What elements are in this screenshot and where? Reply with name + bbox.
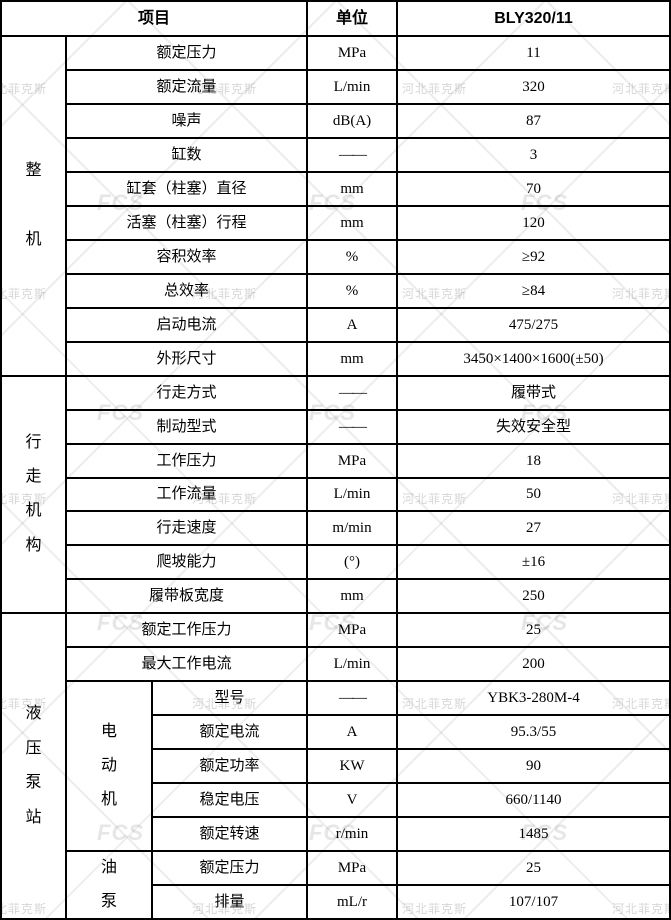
item-cell: 行走方式 (67, 376, 308, 411)
value-cell: 27 (398, 512, 671, 547)
item-cell: 制动型式 (67, 410, 308, 445)
unit-cell: —— (308, 682, 398, 717)
unit-cell: MPa (308, 614, 398, 649)
value-cell: YBK3-280M-4 (398, 682, 671, 717)
item-cell: 排量 (153, 886, 308, 920)
value-cell: 250 (398, 580, 671, 615)
unit-cell: V (308, 784, 398, 819)
value-cell: 660/1140 (398, 784, 671, 819)
value-cell: 3 (398, 138, 671, 173)
value-cell: 失效安全型 (398, 410, 671, 445)
item-cell: 稳定电压 (153, 784, 308, 819)
unit-cell: mm (308, 206, 398, 241)
item-cell: 履带板宽度 (67, 580, 308, 615)
value-cell: 107/107 (398, 886, 671, 920)
subgroup-electric-motor-label: 电动机 (100, 722, 117, 809)
item-cell: 总效率 (67, 274, 308, 309)
value-cell: 25 (398, 614, 671, 649)
unit-cell: L/min (308, 70, 398, 105)
group-travel-mechanism: 行走机构 (2, 376, 67, 615)
item-cell: 额定压力 (153, 852, 308, 887)
item-cell: 启动电流 (67, 308, 308, 343)
unit-cell: KW (308, 750, 398, 785)
value-cell: 120 (398, 206, 671, 241)
unit-cell: A (308, 308, 398, 343)
item-cell: 额定电流 (153, 716, 308, 751)
unit-cell: r/min (308, 818, 398, 853)
value-cell: 3450×1400×1600(±50) (398, 342, 671, 377)
item-cell: 额定转速 (153, 818, 308, 853)
unit-cell: MPa (308, 852, 398, 887)
unit-cell: % (308, 274, 398, 309)
group-hydraulic-pump-station: 液压泵站 (2, 614, 67, 920)
group-hydraulic-pump-station-label: 液压泵站 (25, 705, 42, 826)
item-cell: 噪声 (67, 104, 308, 139)
unit-cell: dB(A) (308, 104, 398, 139)
unit-cell: L/min (308, 648, 398, 683)
item-cell: 缸套（柱塞）直径 (67, 172, 308, 207)
value-cell: 18 (398, 444, 671, 479)
value-cell: 320 (398, 70, 671, 105)
item-cell: 工作压力 (67, 444, 308, 479)
header-model-column: BLY320/11 (398, 2, 671, 37)
unit-cell: mm (308, 580, 398, 615)
unit-cell: —— (308, 376, 398, 411)
value-cell: ±16 (398, 546, 671, 581)
item-cell: 额定功率 (153, 750, 308, 785)
item-cell: 行走速度 (67, 512, 308, 547)
unit-cell: L/min (308, 478, 398, 513)
item-cell: 活塞（柱塞）行程 (67, 206, 308, 241)
group-whole-machine-label: 整机 (25, 162, 42, 248)
unit-cell: % (308, 240, 398, 275)
unit-cell: (°) (308, 546, 398, 581)
value-cell: ≥92 (398, 240, 671, 275)
value-cell: 25 (398, 852, 671, 887)
unit-cell: mm (308, 342, 398, 377)
unit-cell: mL/r (308, 886, 398, 920)
subgroup-electric-motor: 电动机 (67, 682, 153, 853)
header-item-column: 项目 (2, 2, 308, 37)
unit-cell: —— (308, 138, 398, 173)
value-cell: 87 (398, 104, 671, 139)
item-cell: 外形尺寸 (67, 342, 308, 377)
unit-cell: m/min (308, 512, 398, 547)
value-cell: 50 (398, 478, 671, 513)
item-cell: 容积效率 (67, 240, 308, 275)
item-cell: 最大工作电流 (67, 648, 308, 683)
group-travel-mechanism-label: 行走机构 (25, 433, 42, 554)
item-cell: 工作流量 (67, 478, 308, 513)
value-cell: 95.3/55 (398, 716, 671, 751)
unit-cell: mm (308, 172, 398, 207)
value-cell: 11 (398, 37, 671, 71)
value-cell: ≥84 (398, 274, 671, 309)
item-cell: 爬坡能力 (67, 546, 308, 581)
subgroup-oil-pump-label: 油泵 (100, 858, 117, 911)
value-cell: 1485 (398, 818, 671, 853)
item-cell: 额定压力 (67, 37, 308, 71)
value-cell: 200 (398, 648, 671, 683)
subgroup-oil-pump: 油泵 (67, 852, 153, 920)
unit-cell: MPa (308, 37, 398, 71)
item-cell: 型号 (153, 682, 308, 717)
item-cell: 额定流量 (67, 70, 308, 105)
unit-cell: —— (308, 410, 398, 445)
group-whole-machine: 整机 (2, 37, 67, 377)
value-cell: 履带式 (398, 376, 671, 411)
value-cell: 475/275 (398, 308, 671, 343)
header-unit-column: 单位 (308, 2, 398, 37)
unit-cell: MPa (308, 444, 398, 479)
item-cell: 缸数 (67, 138, 308, 173)
unit-cell: A (308, 716, 398, 751)
item-cell: 额定工作压力 (67, 614, 308, 649)
value-cell: 70 (398, 172, 671, 207)
value-cell: 90 (398, 750, 671, 785)
